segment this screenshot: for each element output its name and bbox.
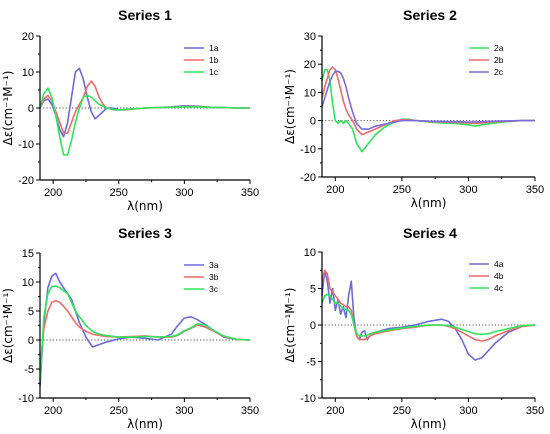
panel-title: Series 1 — [118, 7, 172, 23]
y-tick-label: 5 — [310, 284, 316, 296]
x-tick-label: 350 — [241, 187, 259, 199]
x-tick-label: 200 — [44, 187, 62, 199]
series-line-4b — [321, 269, 536, 342]
y-tick-label: 30 — [304, 31, 316, 43]
x-tick-label: 300 — [459, 405, 477, 417]
series-line-1c — [39, 87, 250, 156]
legend-label-3b: 3b — [209, 272, 219, 282]
legend-label-1b: 1b — [209, 55, 219, 65]
x-tick-label: 200 — [326, 184, 344, 196]
y-tick-label: -10 — [300, 393, 316, 405]
series-line-4a — [321, 269, 536, 361]
y-tick-label: 10 — [304, 247, 316, 259]
panel-2: Series 2 -20 -10 0 10 20 30 200 250 300 350 λ(nm) Δε… — [283, 7, 544, 210]
legend-label-2a: 2a — [494, 43, 504, 53]
y-tick-label: -20 — [18, 175, 34, 187]
x-axis-label: λ(nm) — [127, 417, 163, 431]
y-tick-label: 20 — [22, 31, 34, 43]
legend-label-1c: 1c — [209, 67, 219, 77]
series-line-3a — [39, 272, 251, 387]
x-tick-label: 250 — [393, 184, 411, 196]
y-tick-label: -20 — [300, 172, 316, 184]
y-tick-label: 0 — [28, 335, 34, 347]
legend-label-2b: 2b — [494, 55, 504, 65]
y-axis-label: Δε(cm⁻¹M⁻¹) — [283, 69, 297, 144]
y-tick-label: 5 — [28, 306, 34, 318]
y-tick-label: -5 — [306, 357, 316, 369]
y-tick-label: 0 — [310, 116, 316, 128]
x-axis-label: λ(nm) — [411, 196, 447, 210]
legend-label-3a: 3a — [209, 260, 219, 270]
x-axis-label: λ(nm) — [411, 417, 447, 431]
y-tick-label: 0 — [310, 320, 316, 332]
panel-4: Series 4 -10 -5 0 5 10 200 250 300 350 λ(nm) Δε(cm⁻… — [283, 225, 544, 431]
y-tick-label: 15 — [22, 248, 34, 260]
x-axis-label: λ(nm) — [127, 199, 163, 213]
y-tick-label: 10 — [22, 277, 34, 289]
series-line-4c — [321, 293, 536, 337]
x-tick-label: 350 — [526, 184, 544, 196]
x-tick-label: 300 — [175, 187, 193, 199]
legend-label-1a: 1a — [209, 43, 219, 53]
y-tick-label: -10 — [18, 393, 34, 405]
x-tick-label: 300 — [459, 184, 477, 196]
y-tick-label: 10 — [22, 67, 34, 79]
legend-label-4b: 4b — [494, 271, 504, 281]
y-tick-label: 10 — [304, 87, 316, 99]
x-tick-label: 250 — [110, 405, 128, 417]
panel-title: Series 2 — [403, 7, 457, 23]
series-line-2a — [321, 69, 535, 153]
series-line-3b — [39, 299, 251, 370]
x-tick-label: 250 — [393, 405, 411, 417]
x-tick-label: 200 — [44, 405, 62, 417]
y-tick-label: 0 — [28, 103, 34, 115]
panel-title: Series 4 — [403, 225, 457, 241]
x-tick-label: 300 — [175, 405, 193, 417]
legend-label-4a: 4a — [494, 259, 504, 269]
legend-label-3c: 3c — [209, 284, 219, 294]
y-tick-label: -10 — [18, 139, 34, 151]
y-axis-label: Δε(cm⁻¹M⁻¹) — [283, 288, 297, 363]
series-line-1a — [39, 67, 250, 138]
y-tick-label: -5 — [24, 364, 34, 376]
panel-1: Series 1 -20 -10 0 10 20 200 250 300 350 λ(nm) Δε(c… — [1, 7, 259, 213]
series-line-3c — [39, 285, 251, 381]
y-axis-label: Δε(cm⁻¹M⁻¹) — [1, 71, 15, 146]
panel-title: Series 3 — [118, 225, 172, 241]
panel-3: Series 3 -10 -5 0 5 10 15 200 250 300 350 λ(nm) Δε(c… — [1, 225, 259, 431]
x-tick-label: 350 — [526, 405, 544, 417]
y-tick-label: -10 — [300, 144, 316, 156]
x-tick-label: 200 — [326, 405, 344, 417]
series-line-2c — [321, 70, 535, 130]
y-tick-label: 20 — [304, 59, 316, 71]
legend-label-4c: 4c — [494, 283, 504, 293]
series-line-2b — [321, 66, 535, 136]
x-tick-label: 350 — [241, 405, 259, 417]
x-tick-label: 250 — [110, 187, 128, 199]
legend-label-2c: 2c — [494, 67, 504, 77]
y-axis-label: Δε(cm⁻¹M⁻¹) — [1, 288, 15, 363]
